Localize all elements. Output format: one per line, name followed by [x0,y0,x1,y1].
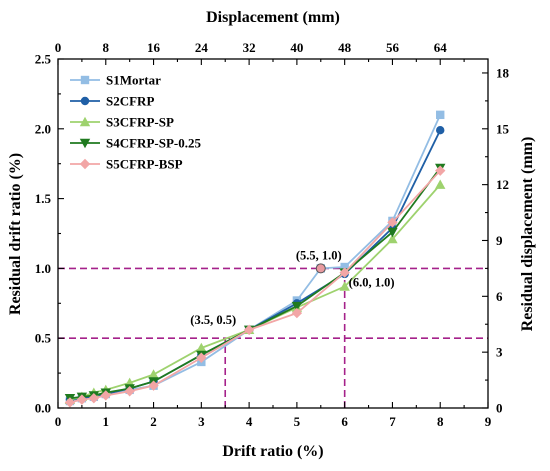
series-s1mortar [65,110,445,406]
data-point [339,267,350,278]
legend-label: S3CFRP-SP [106,115,174,130]
x-tick-label: 6 [341,414,348,429]
y-tick-label: 0.5 [35,331,52,346]
x-tick-label: 7 [389,414,396,429]
legend-item: S5CFRP-BSP [70,157,183,172]
legend-label: S5CFRP-BSP [106,157,183,172]
top-x-tick-label: 64 [434,40,448,55]
data-point [148,380,159,391]
data-point [88,393,100,404]
legend-item: S1Mortar [70,73,161,88]
data-point [340,262,349,272]
data-point [76,394,88,405]
y-tick-label: 0.0 [35,401,51,416]
legend-item: S4CFRP-SP-0.25 [70,136,201,151]
top-x-axis-title: Displacement (mm) [206,9,340,26]
highlight-point [315,263,326,274]
x-tick-label: 8 [437,414,444,429]
legend-item: S2CFRP [70,94,154,109]
data-point [436,110,445,120]
annotation-label: (6.0, 1.0) [349,275,395,289]
data-point [243,324,255,336]
top-x-tick-label: 16 [147,40,161,55]
series-s5cfrp-bsp [64,165,446,408]
legend-item: S3CFRP-SP [70,115,174,130]
data-point [435,179,446,189]
data-point [387,217,398,228]
right-y-tick-label: 12 [496,177,509,192]
top-x-tick-label: 56 [386,40,400,55]
top-x-tick-label: 32 [243,40,256,55]
data-point [124,386,135,397]
legend-marker [79,138,91,149]
x-tick-label: 0 [55,414,62,429]
top-x-tick-label: 0 [55,40,62,55]
y-tick-label: 1.5 [35,191,52,206]
x-axis-title: Drift ratio (%) [222,443,323,460]
top-x-tick-label: 24 [195,40,209,55]
right-y-tick-label: 6 [496,289,503,304]
ticks-layer: 0 1 2 3 4 5 6 7 8 90.00.51.01.52.02.50 8 16 24 32 40 48… [35,40,510,429]
series-s3cfrp-sp [64,179,446,404]
plot-frame [57,58,489,409]
annotation-label: (3.5, 0.5) [190,313,236,327]
data-point [291,301,303,312]
data-point [148,369,159,379]
x-tick-label: 4 [246,414,253,429]
data-point [387,227,398,238]
y-tick-label: 2.5 [35,52,52,67]
series-layer [64,110,446,408]
x-tick-label: 5 [294,414,301,429]
data-point [100,390,111,401]
right-y-axis-title: Residual displacement (mm) [519,137,536,332]
data-point [64,397,76,408]
legend: S1Mortar S2CFRP S3CFRP-SP S4CFRP-SP-0.25 S5C… [70,73,201,172]
legend-marker [79,158,91,170]
right-y-tick-label: 0 [496,401,503,416]
data-point [339,281,350,291]
data-point [291,307,303,319]
legend-marker [80,75,90,85]
data-point [436,125,445,135]
right-y-tick-label: 15 [496,121,510,136]
annotations-layer: (3.5, 0.5) (5.5, 1.0) (6.0, 1.0) [190,248,394,327]
legend-marker [80,96,90,106]
data-point [196,352,207,363]
legend-label: S1Mortar [106,73,161,88]
reference-lines [58,267,488,408]
right-y-tick-label: 9 [496,233,503,248]
y-tick-label: 1.0 [35,261,51,276]
top-x-tick-label: 48 [338,40,352,55]
data-point [387,233,398,244]
x-tick-label: 1 [103,414,110,429]
x-tick-label: 2 [150,414,157,429]
right-y-tick-label: 18 [496,65,510,80]
series-line [69,184,441,401]
axes-layer [57,58,489,409]
top-x-tick-label: 40 [290,40,303,55]
data-point [435,165,446,176]
annotation-label: (5.5, 1.0) [296,248,342,262]
top-x-tick-label: 8 [103,40,110,55]
y-tick-label: 2.0 [35,121,51,136]
y-axis-title: Residual drift ratio (%) [7,153,24,315]
legend-label: S4CFRP-SP-0.25 [106,136,201,151]
legend-label: S2CFRP [106,94,154,109]
x-tick-label: 3 [198,414,205,429]
legend-marker [79,116,91,127]
right-y-tick-label: 3 [496,345,503,360]
x-tick-label: 9 [485,414,492,429]
data-point [196,342,207,353]
